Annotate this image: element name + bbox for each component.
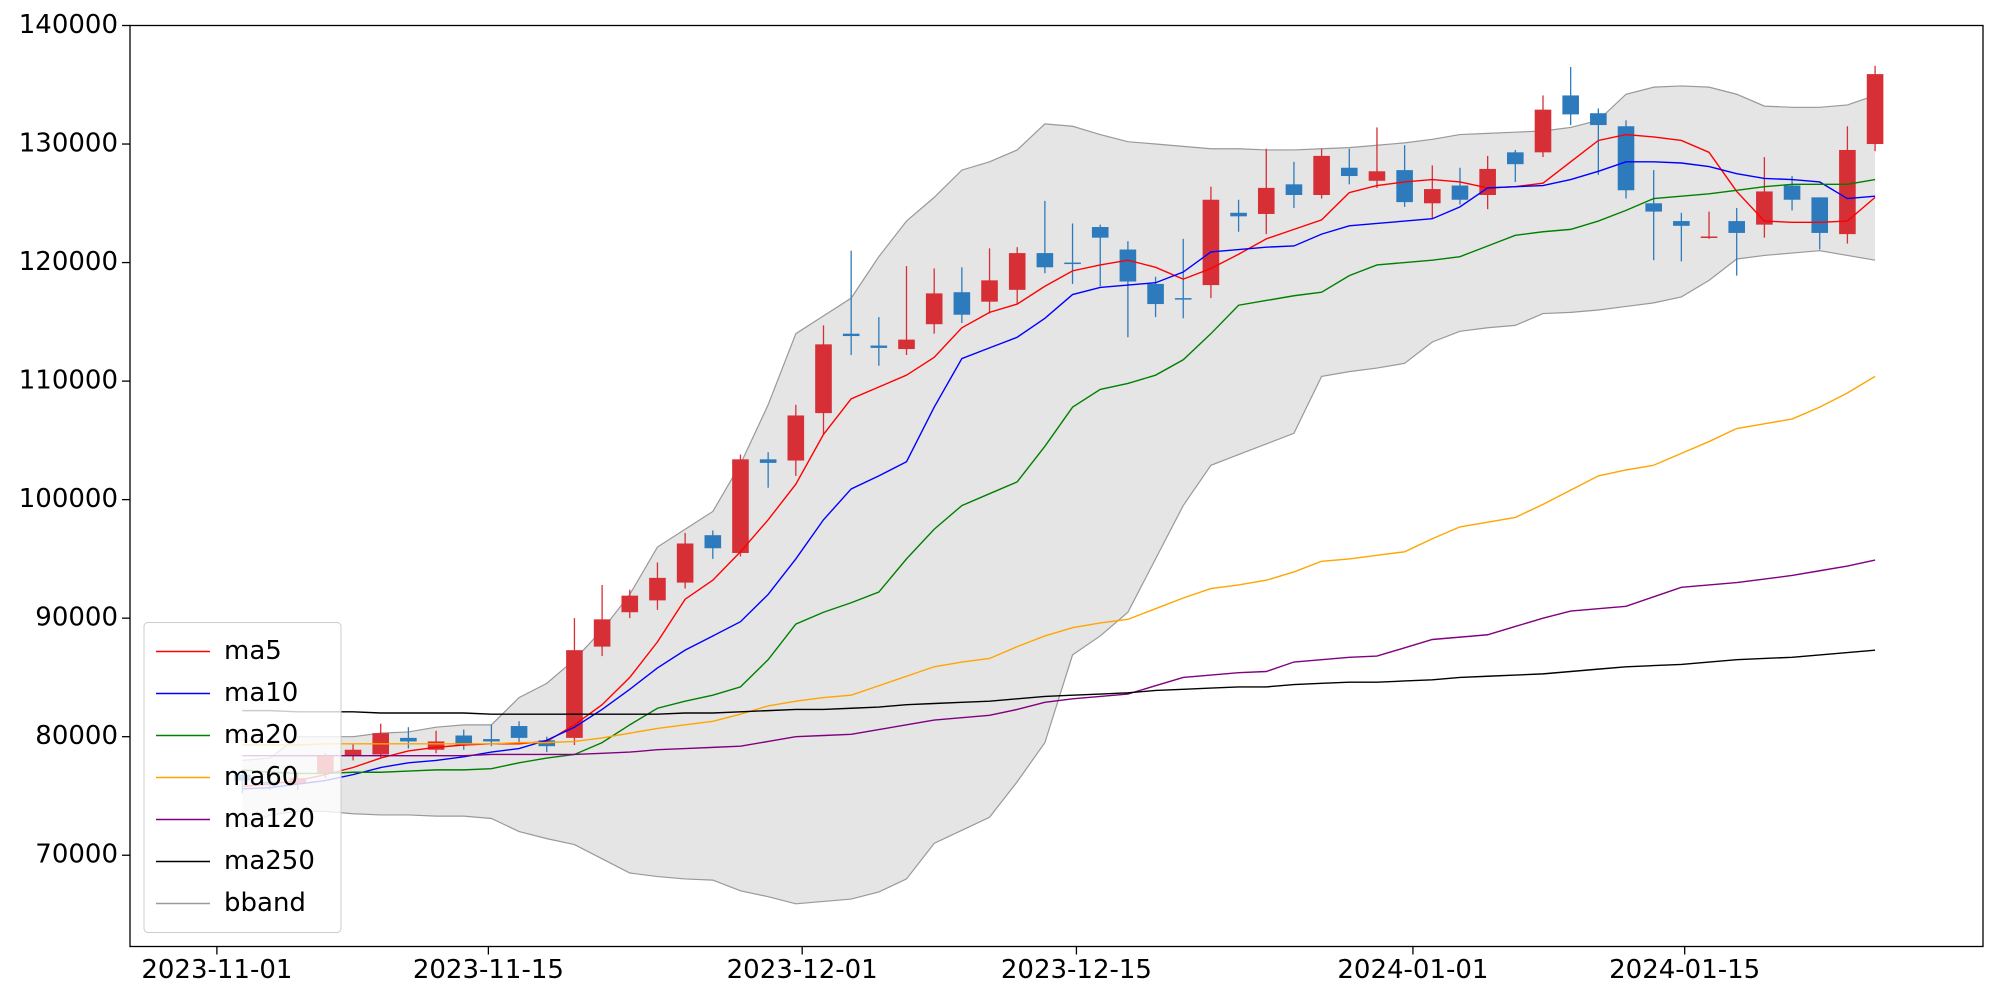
candle-body	[510, 726, 528, 738]
ma-line	[242, 133, 1876, 788]
y-tick-label: 120000	[19, 247, 118, 277]
y-tick-label: 100000	[19, 484, 118, 514]
candle-body	[400, 737, 417, 742]
candle-body	[1036, 253, 1054, 268]
candle-body	[1590, 113, 1607, 126]
candle-body	[427, 741, 445, 750]
candle-body	[815, 344, 832, 414]
candle-body	[1783, 185, 1801, 200]
candle-body	[1451, 185, 1469, 200]
candle-body	[870, 345, 888, 348]
candle-body	[1230, 212, 1247, 217]
y-tick-label: 90000	[35, 603, 118, 633]
candle-body	[1064, 262, 1081, 265]
y-tick-label: 80000	[35, 721, 118, 751]
candle-body	[593, 619, 611, 647]
candle-body	[1700, 236, 1718, 238]
candle-body	[1507, 152, 1524, 165]
candle-body	[1257, 187, 1275, 214]
legend: ma5 ma10 ma20 ma60 ma120 ma250 bband	[143, 622, 342, 933]
y-tick-label: 130000	[19, 129, 118, 159]
ma-line	[242, 178, 1876, 775]
x-tick-label: 2023-12-15	[1001, 955, 1152, 985]
legend-label: ma20	[224, 720, 298, 750]
candle-body	[1645, 203, 1662, 212]
y-tick-label: 140000	[19, 10, 118, 40]
candle-body	[787, 415, 805, 461]
legend-label: ma250	[224, 846, 315, 876]
candle-body	[898, 339, 915, 350]
candle-body	[1202, 199, 1220, 286]
candle-body	[483, 739, 500, 742]
legend-box	[143, 622, 342, 933]
candle-body	[455, 735, 473, 745]
candle-body	[925, 293, 943, 325]
x-tick-label: 2023-11-15	[413, 955, 564, 985]
y-tick-label: 110000	[19, 366, 118, 396]
candle-body	[676, 543, 694, 583]
candle-body	[759, 459, 777, 463]
ma-line	[242, 375, 1876, 746]
candle-body	[1285, 184, 1303, 196]
candle-body	[1728, 221, 1746, 233]
candle-body	[1147, 283, 1164, 305]
candle-body	[1756, 191, 1773, 225]
candle-body	[649, 577, 666, 601]
candle-body	[1562, 95, 1579, 115]
candle-body	[1091, 227, 1109, 238]
ma-line	[242, 559, 1876, 757]
candle-body	[1119, 249, 1137, 282]
plot-frame	[129, 24, 1984, 948]
candle-body	[1866, 74, 1884, 145]
x-tick-label: 2024-01-15	[1609, 955, 1760, 985]
candle-body	[1534, 109, 1552, 153]
candle-body	[1008, 253, 1026, 290]
legend-label: ma5	[224, 636, 282, 666]
candle-body	[1811, 197, 1829, 233]
x-tick-label: 2024-01-01	[1337, 955, 1488, 985]
candle-body	[1673, 221, 1690, 226]
candle-body	[1174, 298, 1192, 300]
candle-body	[566, 650, 583, 738]
candle-body	[704, 535, 722, 549]
ma-line	[242, 649, 1876, 715]
candle-body	[1313, 155, 1330, 196]
candle-body	[1424, 189, 1441, 204]
band-lower	[242, 250, 1876, 905]
candle-body	[842, 333, 860, 337]
candle-body	[1368, 171, 1386, 181]
candle-body	[732, 459, 749, 553]
candle-body	[621, 595, 639, 613]
x-tick-label: 2023-12-01	[727, 955, 878, 985]
candle-body	[1839, 149, 1856, 235]
candle-body	[1396, 170, 1413, 203]
candle-body	[1340, 167, 1358, 177]
ma-line	[242, 161, 1876, 790]
candle-body	[1617, 126, 1635, 191]
legend-label: ma120	[224, 804, 315, 834]
x-tick-label: 2023-11-01	[141, 955, 292, 985]
band-fill	[242, 85, 1876, 904]
legend-label: ma60	[224, 762, 298, 792]
legend-label: bband	[224, 888, 306, 918]
legend-label: ma10	[224, 678, 298, 708]
candle-body	[981, 280, 998, 302]
candle-body	[344, 749, 362, 756]
y-tick-label: 70000	[35, 840, 118, 870]
candle-body	[953, 292, 971, 315]
candle-body	[1479, 168, 1496, 196]
